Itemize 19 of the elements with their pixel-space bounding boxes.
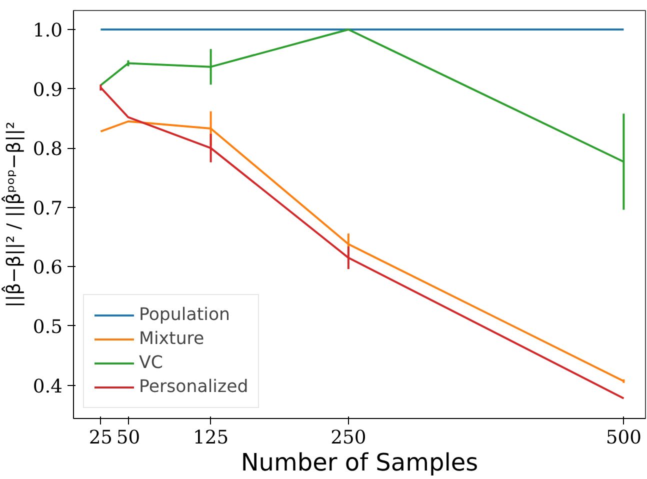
- y-tick-label: 0.5: [32, 316, 62, 338]
- x-tick-label: 25: [88, 428, 113, 448]
- x-tick-label: 125: [192, 428, 229, 448]
- line-series: [100, 86, 625, 400]
- legend-label: Mixture: [139, 329, 204, 349]
- x-tick-label: 50: [116, 428, 140, 448]
- y-tick-label: 0.9: [32, 80, 62, 101]
- y-tick-label: 0.4: [32, 376, 62, 398]
- legend-label: Population: [139, 305, 230, 325]
- y-tick-label: 1.0: [32, 20, 62, 42]
- y-tick-label: 0.6: [32, 258, 62, 279]
- y-axis-title: ||β̂−β||² / ||β̂ᵖᵒᵖ−β||²: [1, 122, 25, 308]
- legend-label: Personalized: [139, 377, 248, 397]
- legend-label: VC: [139, 353, 163, 373]
- x-tick-label: 500: [606, 428, 642, 448]
- x-tick-label: 250: [330, 428, 366, 448]
- x-axis-title: Number of Samples: [240, 448, 478, 476]
- y-tick-label: 0.8: [32, 139, 62, 160]
- y-tick-label: 0.7: [32, 198, 62, 220]
